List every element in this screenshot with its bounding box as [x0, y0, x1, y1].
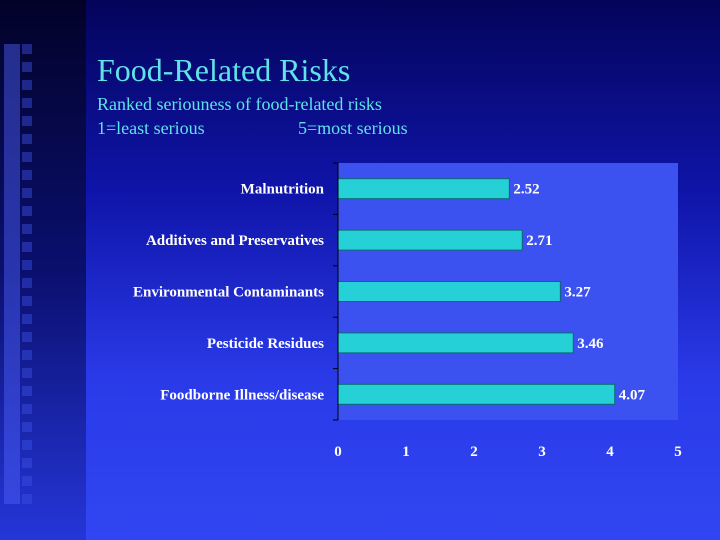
x-tick-label: 5 [674, 444, 682, 460]
category-label: Pesticide Residues [207, 336, 324, 352]
x-tick-label: 1 [402, 444, 410, 460]
x-tick-label: 0 [334, 444, 342, 460]
slide-subtitle: Ranked seriouness of food-related risks [97, 94, 382, 114]
category-label: Foodborne Illness/disease [160, 387, 324, 403]
x-tick-label: 2 [470, 444, 478, 460]
category-label: Environmental Contaminants [133, 285, 324, 301]
slide-title: Food-Related Risks [97, 52, 351, 88]
value-label: 2.52 [513, 182, 539, 198]
category-label: Additives and Preservatives [146, 233, 324, 249]
value-label: 3.27 [564, 285, 591, 301]
bar-0 [337, 178, 510, 200]
scale-min-label: 1=least serious [97, 118, 205, 138]
bar-3 [337, 332, 574, 354]
scale-legend: 1=least serious 5=most serious [97, 118, 408, 138]
x-tick-label: 4 [606, 444, 614, 460]
bar-2 [337, 281, 561, 302]
axis-group: 0 1 2 3 4 5 [333, 162, 682, 460]
value-label: 3.46 [577, 336, 604, 352]
bar-1 [337, 229, 523, 251]
scale-max-label: 5=most serious [298, 118, 408, 138]
value-label: 2.71 [526, 233, 552, 249]
category-label: Malnutrition [241, 182, 325, 198]
labels-group: Malnutrition 2.52 Additives and Preservati… [133, 182, 646, 404]
bar-4 [337, 383, 616, 405]
decorative-squares-secondary [22, 44, 32, 504]
slide-left-strip [0, 0, 86, 540]
decorative-squares [4, 44, 20, 504]
bars-group [337, 178, 616, 405]
value-label: 4.07 [619, 387, 646, 403]
x-tick-label: 3 [538, 444, 546, 460]
